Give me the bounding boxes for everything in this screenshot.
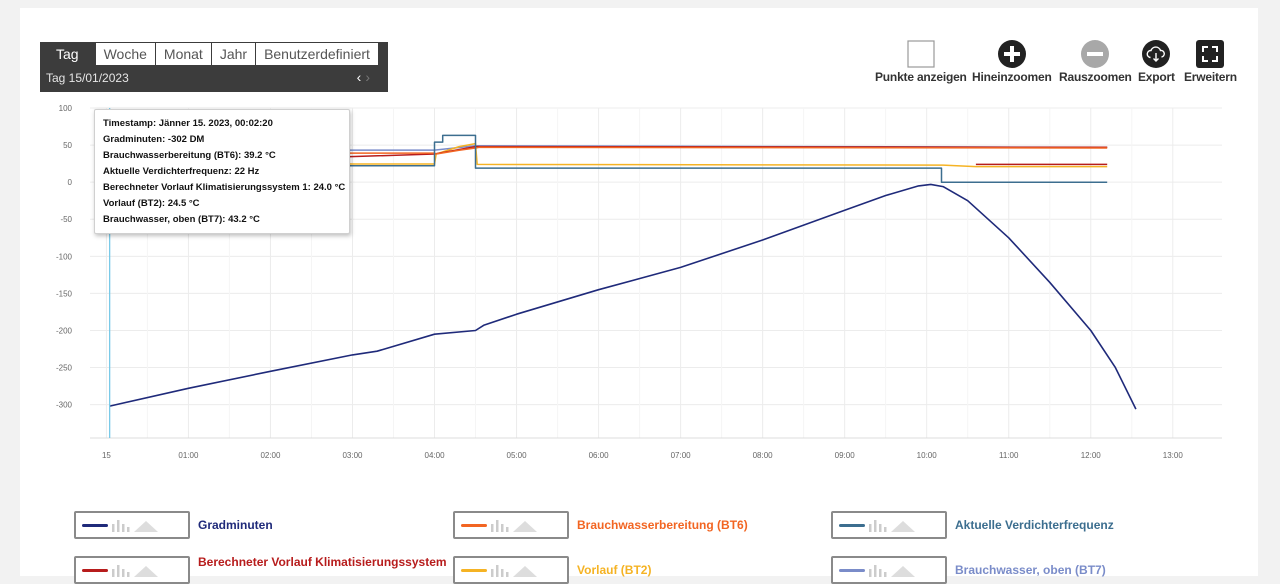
legend-toggle[interactable]: [831, 511, 947, 539]
y-tick-label: -50: [60, 215, 72, 224]
previous-day-button[interactable]: ‹: [356, 69, 366, 85]
y-tick-label: -250: [56, 364, 73, 373]
chart-card: [20, 8, 1258, 576]
legend-swatch: [82, 569, 108, 572]
y-tick-label: -150: [56, 289, 73, 298]
tooltip-line: Berechneter Vorlauf Klimatisierungssyste…: [103, 182, 346, 193]
x-tick-label: 10:00: [917, 451, 938, 460]
legend-swatch: [461, 569, 487, 572]
tooltip-line: Brauchwasser, oben (BT7): 43.2 °C: [103, 214, 260, 225]
tooltip-line: Brauchwasserbereitung (BT6): 39.2 °C: [103, 150, 276, 161]
x-tick-label: 11:00: [999, 451, 1019, 460]
legend-item-gradminuten[interactable]: Gradminuten: [74, 511, 273, 539]
current-date: Tag 15/01/2023: [46, 71, 129, 85]
date-navigation: ‹›: [357, 69, 374, 85]
legend-item-vorlauf-klima[interactable]: Berechneter Vorlauf Klimatisierungssyste…: [74, 555, 447, 584]
x-tick-label: 07:00: [671, 451, 692, 460]
legend-item-frequency[interactable]: Aktuelle Verdichterfrequenz: [831, 511, 1114, 539]
x-tick-label: 02:00: [260, 451, 281, 460]
legend-item-bt2[interactable]: Vorlauf (BT2): [453, 556, 651, 584]
legend-label: Gradminuten: [198, 518, 273, 532]
export-label: Export: [1138, 70, 1175, 84]
chart-type-icon: [869, 520, 915, 532]
x-tick-label: 04:00: [425, 451, 446, 460]
expand-button[interactable]: Erweitern: [1184, 40, 1237, 84]
y-tick-label: 50: [63, 141, 72, 150]
legend-toggle[interactable]: [453, 511, 569, 539]
x-tick-label: 12:00: [1081, 451, 1102, 460]
legend-item-bt6[interactable]: Brauchwasserbereitung (BT6): [453, 511, 748, 539]
legend-label: Aktuelle Verdichterfrequenz: [955, 518, 1114, 532]
series-line: [109, 183, 1137, 410]
tab-custom[interactable]: Benutzerdefiniert: [256, 42, 379, 66]
cloud-download-icon: [1142, 40, 1171, 68]
tooltip-line: Aktuelle Verdichterfrequenz: 22 Hz: [103, 166, 260, 177]
minus-icon: [1081, 40, 1110, 68]
tab-month[interactable]: Monat: [155, 42, 212, 66]
x-tick-label: 13:00: [1163, 451, 1184, 460]
plus-icon: [997, 40, 1026, 68]
chart-type-icon: [491, 565, 537, 577]
chart-type-icon: [112, 520, 158, 532]
x-tick-label: 08:00: [753, 451, 774, 460]
tooltip-timestamp: Timestamp: Jänner 15. 2023, 00:02:20: [103, 118, 273, 129]
zoom-out-button[interactable]: Rauszoomen: [1059, 40, 1132, 84]
y-tick-label: -200: [56, 326, 73, 335]
legend-label: Vorlauf (BT2): [577, 563, 652, 577]
series-line: [109, 134, 1108, 183]
checkbox-icon: [907, 40, 935, 68]
x-tick-label: 15: [102, 451, 111, 460]
show-points-label: Punkte anzeigen: [875, 70, 967, 84]
x-tick-label: 01:00: [178, 451, 199, 460]
fullscreen-icon: [1196, 40, 1225, 68]
x-tick-label: 06:00: [589, 451, 610, 460]
data-tooltip: Timestamp: Jänner 15. 2023, 00:02:20 Gra…: [94, 109, 350, 234]
show-points-toggle[interactable]: Punkte anzeigen: [875, 40, 967, 84]
legend-swatch: [82, 524, 108, 527]
zoom-in-label: Hineinzoomen: [972, 70, 1052, 84]
y-tick-label: -300: [56, 401, 73, 410]
legend-toggle[interactable]: [74, 511, 190, 539]
legend-label: Berechneter Vorlauf Klimatisierungssyste…: [198, 555, 447, 569]
tooltip-line: Vorlauf (BT2): 24.5 °C: [103, 198, 200, 209]
zoom-out-label: Rauszoomen: [1059, 70, 1132, 84]
legend-swatch: [839, 569, 865, 572]
legend-item-bt7[interactable]: Brauchwasser, oben (BT7): [831, 556, 1106, 584]
chart-type-icon: [112, 565, 158, 577]
x-tick-label: 09:00: [835, 451, 856, 460]
tab-year[interactable]: Jahr: [211, 42, 257, 66]
legend-toggle[interactable]: [831, 556, 947, 584]
legend-toggle[interactable]: [453, 556, 569, 584]
legend-swatch: [839, 524, 865, 527]
zoom-in-button[interactable]: Hineinzoomen: [972, 40, 1052, 84]
legend-swatch: [461, 524, 487, 527]
y-tick-label: 100: [59, 104, 73, 113]
export-button[interactable]: Export: [1138, 40, 1175, 84]
period-tabs: Tag Woche Monat Jahr Benutzerdefiniert: [40, 42, 379, 66]
y-tick-label: 0: [68, 178, 73, 187]
tab-day[interactable]: Tag: [40, 42, 96, 66]
x-tick-label: 05:00: [507, 451, 528, 460]
legend-label: Brauchwasser, oben (BT7): [955, 563, 1106, 577]
chart-type-icon: [869, 565, 915, 577]
x-axis-labels: 15 01:00 02:00 03:00 04:00 05:00 06:00 07:00 08:…: [102, 451, 1183, 460]
y-tick-label: -100: [56, 252, 73, 261]
chart-type-icon: [491, 520, 537, 532]
tooltip-line: Gradminuten: -302 DM: [103, 134, 205, 145]
legend-toggle[interactable]: [74, 556, 190, 584]
period-selector: Tag Woche Monat Jahr Benutzerdefiniert T…: [40, 42, 388, 92]
line-chart[interactable]: 100 50 0 -50 -100 -150 -200 -250 -300 15 01:00 02:…: [0, 0, 1280, 480]
tab-week[interactable]: Woche: [95, 42, 156, 66]
y-axis-labels: 100 50 0 -50 -100 -150 -200 -250 -300: [56, 104, 73, 410]
legend-label: Brauchwasserbereitung (BT6): [577, 518, 748, 532]
expand-label: Erweitern: [1184, 70, 1237, 84]
x-tick-label: 03:00: [342, 451, 363, 460]
next-day-button[interactable]: ›: [365, 69, 374, 85]
